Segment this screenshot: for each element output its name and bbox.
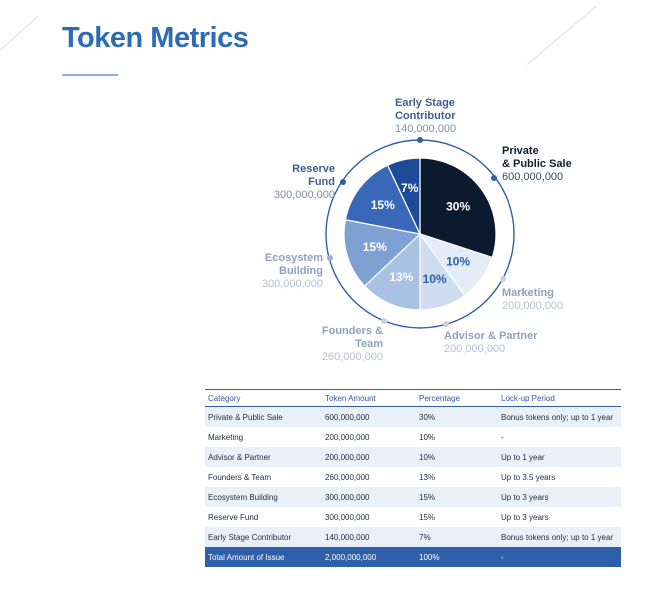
marker-dot-ecosystem	[327, 255, 333, 261]
page-title: Token Metrics	[62, 22, 249, 54]
table-header-row: Category Token Amount Percentage Lock-up…	[205, 389, 621, 407]
cell-percentage: 13%	[419, 472, 436, 482]
cell-percentage: 30%	[416, 406, 498, 427]
cell-percentage: 15%	[419, 512, 436, 522]
label-advisor-partner: Advisor & Partner 200,000,000	[444, 330, 538, 355]
label-marketing: Marketing 200,000,000	[502, 287, 564, 312]
cell-percentage: 15%	[416, 487, 498, 507]
header-percentage: Percentage	[416, 389, 498, 407]
marker-dot-advisor	[443, 321, 449, 327]
cell-category: Reserve Fund	[208, 512, 259, 522]
cell-category: Private & Public Sale	[205, 406, 322, 427]
table-row: Ecosystem Building 300,000,000 15% Up to…	[205, 487, 621, 507]
label-reserve-fund: Reserve Fund 300,000,000	[273, 163, 335, 201]
cell-amount: 300,000,000	[325, 512, 370, 522]
total-lockup: -	[498, 547, 621, 567]
marker-dot-marketing	[500, 276, 506, 282]
cell-amount: 600,000,000	[322, 406, 416, 427]
total-amount: 2,000,000,000	[322, 547, 416, 567]
cell-amount: 300,000,000	[322, 487, 416, 507]
cell-category: Marketing	[208, 432, 244, 442]
cell-lockup: Bonus tokens only; up to 1 year	[498, 406, 621, 427]
table-row: Private & Public Sale 600,000,000 30% Bo…	[205, 406, 621, 427]
table-row: Early Stage Contributor 140,000,000 7% B…	[205, 527, 621, 547]
table-total-row: Total Amount of Issue 2,000,000,000 100%…	[205, 547, 621, 567]
pie-chart: 30% 10% 10% 13% 15% 15% 7%	[325, 137, 515, 329]
table-row: Advisor & Partner 200,000,000 10% Up to …	[205, 447, 621, 467]
pie-slice-label: 15%	[371, 198, 395, 212]
title-underline	[62, 74, 118, 76]
cell-percentage: 7%	[416, 527, 498, 547]
marker-dot-early	[417, 137, 423, 143]
marker-dot-founders	[381, 318, 387, 324]
table-row: Founders & Team 260,000,000 13% Up to 3.…	[205, 467, 621, 487]
label-ecosystem-building: Ecosystem Building 300,000,000	[261, 252, 323, 290]
cell-category: Ecosystem Building	[205, 487, 322, 507]
cell-category: Founders & Team	[208, 472, 271, 482]
label-founders-team: Founders & Team 260,000,000	[321, 325, 383, 363]
cell-lockup: Up to 1 year	[498, 447, 621, 467]
total-label: Total Amount of Issue	[205, 547, 322, 567]
cell-amount: 140,000,000	[322, 527, 416, 547]
label-early-stage: Early Stage Contributor 140,000,000	[395, 97, 457, 135]
cell-percentage: 10%	[416, 447, 498, 467]
pie-chart-area: 30% 10% 10% 13% 15% 15% 7% Early Stage Contrib…	[261, 97, 572, 363]
token-metrics-table: Category Token Amount Percentage Lock-up…	[205, 389, 621, 567]
cell-lockup: Up to 3 years	[498, 487, 621, 507]
pie-slice-label: 10%	[423, 272, 447, 286]
header-lockup-period: Lock-up Period	[498, 389, 621, 407]
cell-lockup: Up to 3.5 years	[501, 472, 556, 482]
pie-slice-label: 10%	[446, 255, 470, 269]
cell-category: Early Stage Contributor	[205, 527, 322, 547]
total-percentage: 100%	[416, 547, 498, 567]
pie-slice-label: 13%	[389, 270, 413, 284]
pie-slice-label: 7%	[401, 181, 419, 195]
label-private-public-sale: Private & Public Sale 600,000,000	[502, 145, 572, 183]
cell-amount: 260,000,000	[325, 472, 370, 482]
cell-category: Advisor & Partner	[205, 447, 322, 467]
pie-slice-label: 15%	[363, 240, 387, 254]
pie-slice	[344, 164, 422, 235]
pie-slice	[386, 157, 421, 235]
marker-dot-private	[491, 175, 497, 181]
header-token-amount: Token Amount	[322, 389, 416, 407]
cell-amount: 200,000,000	[325, 432, 370, 442]
cell-lockup: Bonus tokens only; up to 1 year	[498, 527, 621, 547]
cell-lockup: Up to 3 years	[501, 512, 549, 522]
cell-lockup: -	[501, 432, 504, 442]
header-category: Category	[205, 389, 322, 407]
cell-amount: 200,000,000	[322, 447, 416, 467]
table-row: Reserve Fund 300,000,000 15% Up to 3 yea…	[205, 507, 621, 527]
pie-slice-label: 30%	[446, 199, 470, 213]
marker-dot-reserve	[340, 179, 346, 185]
table-row: Marketing 200,000,000 10% -	[205, 427, 621, 447]
cell-percentage: 10%	[419, 432, 436, 442]
pie-slice	[419, 157, 497, 259]
pie-slice	[363, 232, 421, 311]
pie-slice	[343, 219, 422, 287]
